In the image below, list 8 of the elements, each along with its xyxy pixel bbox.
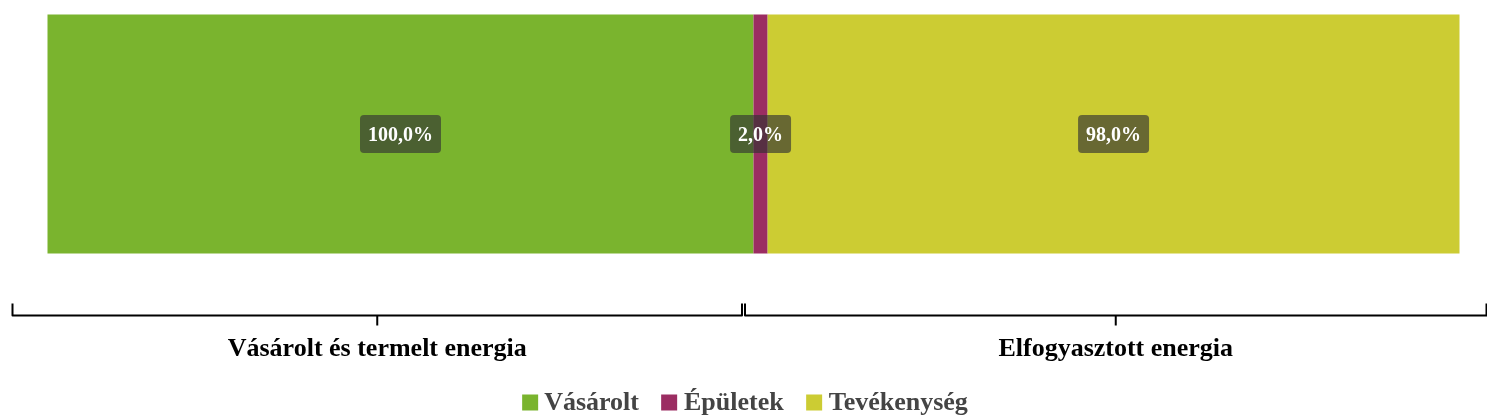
data-label: 98,0% — [1086, 123, 1142, 145]
legend-label: Tevékenység — [828, 387, 968, 417]
text: Vásárolt és termelt energia — [227, 333, 527, 362]
legend-label: Vásárolt — [544, 387, 640, 417]
data-label: 100,0% — [368, 123, 433, 145]
legend-label: Épületek — [684, 387, 784, 417]
data-label: 2,0% — [738, 123, 784, 145]
text: Elfogyasztott energia — [998, 333, 1234, 362]
